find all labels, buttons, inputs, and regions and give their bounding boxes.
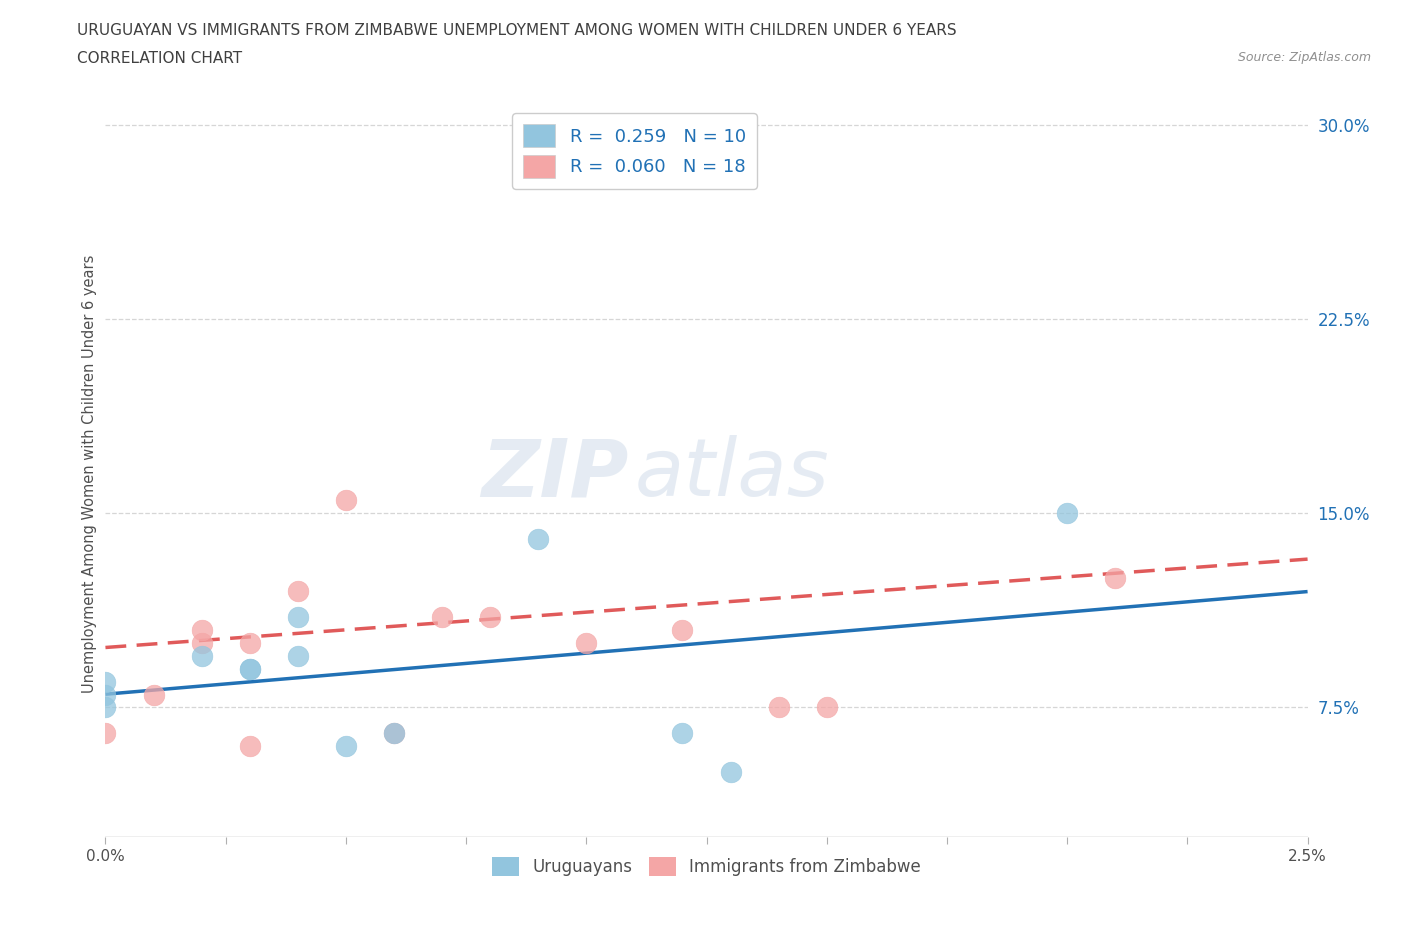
- Point: [94, 674, 117, 689]
- Point: [527, 532, 550, 547]
- Point: [94, 687, 117, 702]
- Text: ZIP: ZIP: [481, 435, 628, 513]
- Point: [190, 648, 212, 663]
- Point: [190, 635, 212, 650]
- Point: [479, 609, 502, 624]
- Point: [239, 635, 262, 650]
- Text: URUGUAYAN VS IMMIGRANTS FROM ZIMBABWE UNEMPLOYMENT AMONG WOMEN WITH CHILDREN UND: URUGUAYAN VS IMMIGRANTS FROM ZIMBABWE UN…: [77, 23, 957, 38]
- Point: [239, 738, 262, 753]
- Point: [671, 726, 693, 741]
- Point: [142, 687, 165, 702]
- Point: [94, 726, 117, 741]
- Point: [815, 700, 838, 715]
- Point: [239, 661, 262, 676]
- Point: [768, 700, 790, 715]
- Legend: Uruguayans, Immigrants from Zimbabwe: Uruguayans, Immigrants from Zimbabwe: [485, 851, 928, 884]
- Point: [575, 635, 598, 650]
- Point: [335, 493, 357, 508]
- Point: [190, 622, 212, 637]
- Point: [94, 700, 117, 715]
- Point: [1056, 506, 1078, 521]
- Point: [287, 648, 309, 663]
- Point: [671, 622, 693, 637]
- Point: [382, 726, 405, 741]
- Y-axis label: Unemployment Among Women with Children Under 6 years: Unemployment Among Women with Children U…: [82, 255, 97, 694]
- Point: [720, 764, 742, 779]
- Point: [287, 583, 309, 598]
- Point: [430, 609, 453, 624]
- Point: [239, 661, 262, 676]
- Point: [287, 609, 309, 624]
- Text: CORRELATION CHART: CORRELATION CHART: [77, 51, 242, 66]
- Point: [382, 726, 405, 741]
- Text: atlas: atlas: [634, 435, 830, 513]
- Point: [335, 738, 357, 753]
- Point: [527, 156, 550, 171]
- Text: Source: ZipAtlas.com: Source: ZipAtlas.com: [1237, 51, 1371, 64]
- Point: [1104, 570, 1126, 585]
